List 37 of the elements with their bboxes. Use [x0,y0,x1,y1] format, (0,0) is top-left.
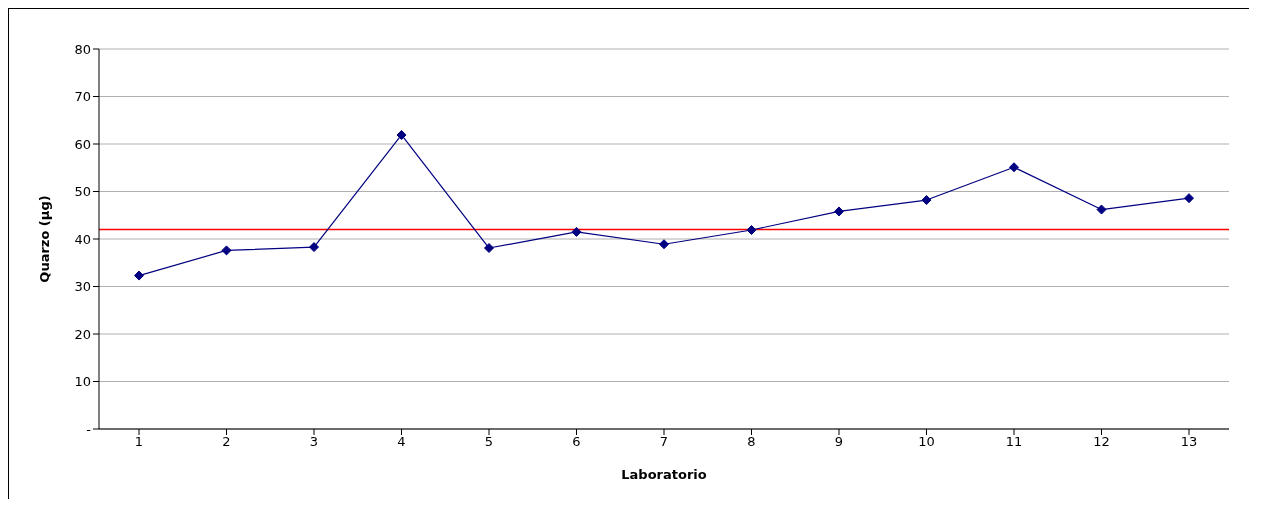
x-tick-label: 6 [572,434,581,450]
y-tick-label: 30 [74,279,91,295]
x-tick-label: 8 [747,434,756,450]
y-tick-label: 50 [74,184,91,200]
y-tick-label: 60 [74,136,91,152]
x-tick-label: 7 [659,434,669,450]
point [484,243,494,254]
point [834,206,844,217]
x-tick-label: 3 [309,434,319,450]
y-tick-label: 80 [74,41,91,57]
y-axis-title: Quarzo (µg) [36,195,52,283]
y-tick-label: - [86,421,92,437]
point [1184,193,1194,204]
x-tick-label: 1 [134,434,144,450]
x-tick-label: 13 [1180,434,1198,450]
point [134,270,144,281]
y-tick-label: 20 [74,326,91,342]
point [1009,162,1019,173]
point [571,226,582,237]
point [659,239,669,250]
x-tick-label: 11 [1005,434,1023,450]
y-tick-label: 70 [74,89,91,105]
x-tick-label: 9 [834,434,844,450]
point [396,129,407,140]
y-tick-label: 10 [74,374,91,390]
x-tick-label: 4 [397,434,406,450]
x-tick-label: 10 [918,434,935,450]
x-tick-label: 2 [222,434,231,450]
x-tick-label: 5 [484,434,494,450]
y-tick-label: 40 [74,231,91,247]
point [309,242,319,253]
x-axis-title: Laboratorio [621,467,707,482]
x-tick-label: 12 [1093,434,1110,450]
point [1096,204,1107,215]
point [746,224,757,235]
point [221,245,232,256]
point [921,195,932,206]
